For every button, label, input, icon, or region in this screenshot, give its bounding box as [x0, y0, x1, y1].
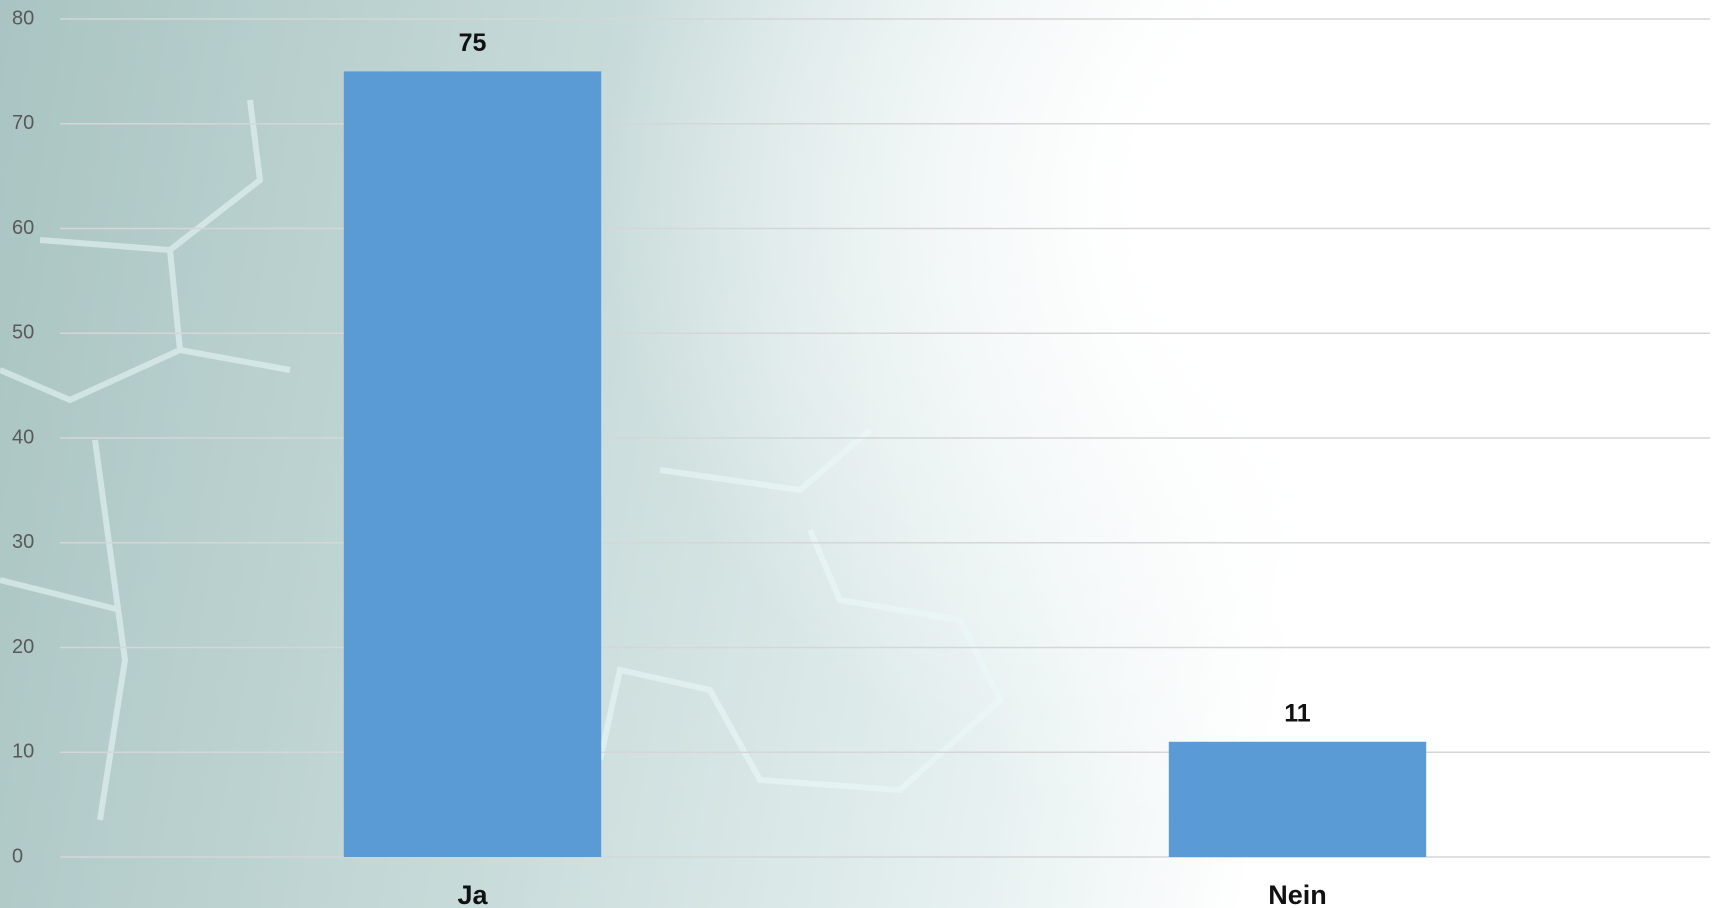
y-tick-label: 0	[12, 845, 23, 867]
y-tick-label: 10	[12, 741, 34, 763]
bar	[1168, 741, 1427, 857]
y-tick-label: 20	[12, 636, 34, 658]
y-tick-label: 80	[12, 7, 34, 29]
background-decoration	[0, 99, 1004, 821]
y-tick-label: 70	[12, 112, 34, 134]
y-tick-label: 50	[12, 322, 34, 344]
y-tick-label: 30	[12, 531, 34, 553]
y-tick-label: 60	[12, 217, 34, 239]
x-tick-label: Ja	[457, 880, 488, 908]
value-label: 11	[1284, 699, 1311, 727]
bar	[343, 71, 602, 857]
x-tick-label: Nein	[1268, 880, 1327, 908]
y-tick-label: 40	[12, 426, 34, 448]
value-label: 75	[459, 29, 487, 57]
